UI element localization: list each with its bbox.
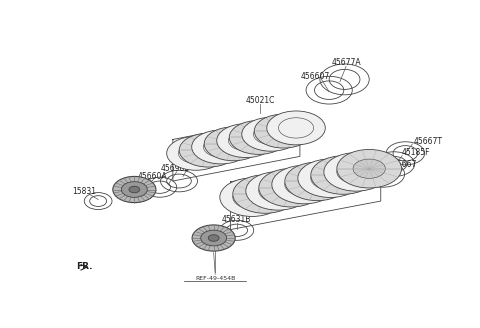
Text: 45677A: 45677A <box>331 58 361 67</box>
Ellipse shape <box>244 129 273 146</box>
Text: 45021C: 45021C <box>245 96 275 106</box>
Text: 45185F: 45185F <box>402 148 430 157</box>
Ellipse shape <box>285 162 349 201</box>
Ellipse shape <box>201 230 227 246</box>
Ellipse shape <box>167 136 225 170</box>
Ellipse shape <box>275 178 307 197</box>
Ellipse shape <box>259 169 324 207</box>
Ellipse shape <box>219 135 248 152</box>
Ellipse shape <box>192 130 250 164</box>
Text: REF-49-454B: REF-49-454B <box>195 276 235 280</box>
Ellipse shape <box>246 172 311 210</box>
Ellipse shape <box>324 153 388 191</box>
Text: 45667: 45667 <box>392 160 417 169</box>
Ellipse shape <box>272 165 336 204</box>
Ellipse shape <box>301 172 333 191</box>
Ellipse shape <box>220 178 285 216</box>
Ellipse shape <box>113 176 156 203</box>
Ellipse shape <box>179 133 238 167</box>
Text: 15831: 15831 <box>72 187 96 196</box>
Ellipse shape <box>353 159 385 178</box>
Ellipse shape <box>337 150 402 188</box>
Ellipse shape <box>233 175 298 213</box>
Ellipse shape <box>194 142 223 159</box>
Ellipse shape <box>267 111 325 145</box>
Ellipse shape <box>229 120 288 154</box>
Ellipse shape <box>217 124 275 157</box>
Ellipse shape <box>192 225 235 251</box>
Ellipse shape <box>298 159 362 197</box>
Text: 45631B: 45631B <box>222 215 252 224</box>
Text: 45667T: 45667T <box>414 136 443 146</box>
Text: 45660A: 45660A <box>137 172 167 181</box>
Text: 45628U: 45628U <box>176 154 205 163</box>
Ellipse shape <box>242 117 300 151</box>
Ellipse shape <box>269 123 298 139</box>
Ellipse shape <box>311 156 375 194</box>
Ellipse shape <box>204 127 263 161</box>
Text: 15881G: 15881G <box>322 164 352 173</box>
Ellipse shape <box>121 182 147 197</box>
Ellipse shape <box>254 114 313 148</box>
Text: 45698B: 45698B <box>160 164 190 173</box>
Ellipse shape <box>208 235 219 241</box>
Ellipse shape <box>249 184 281 204</box>
Ellipse shape <box>129 186 140 193</box>
Text: 456607: 456607 <box>300 72 330 81</box>
Text: FR.: FR. <box>77 262 93 271</box>
Ellipse shape <box>327 165 360 185</box>
